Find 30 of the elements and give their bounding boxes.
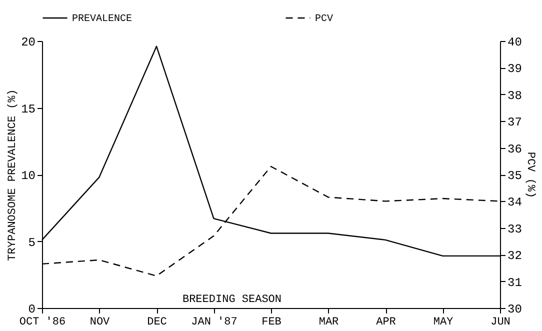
x-tick-label: FEB: [262, 316, 282, 328]
y-axis-title: TRYPANOSOME PREVALENCE (%): [7, 89, 20, 261]
y2-tick-label: 37: [508, 116, 522, 130]
y-tick-label: 10: [21, 169, 36, 183]
y2-tick-label: 40: [508, 36, 522, 50]
x-tick-label: JUN: [490, 316, 510, 328]
y2-axis-title: PCV (%): [524, 152, 536, 198]
annotation: BREEDING SEASON: [182, 294, 282, 306]
y2-tick-label: 34: [508, 196, 522, 210]
y2-tick-label: 32: [508, 249, 522, 264]
x-tick-label: MAY: [433, 316, 454, 328]
y-tick-label: 20: [21, 36, 36, 50]
y2-tick-label: 35: [508, 169, 522, 183]
y-tick-label: 0: [28, 302, 36, 316]
legend-label: PCV: [315, 14, 334, 25]
y2-tick-label: 36: [508, 142, 522, 156]
x-tick-label: NOV: [90, 316, 110, 328]
x-tick-label: OCT '86: [19, 316, 66, 328]
y2-tick-label: 39: [508, 62, 522, 76]
y-tick-label: 15: [21, 102, 36, 116]
x-tick-label: JAN '87: [191, 316, 238, 328]
legend-label: PREVALENCE: [72, 14, 132, 25]
y-tick-label: 5: [28, 236, 36, 250]
y2-tick-label: 30: [508, 302, 522, 316]
y2-tick-label: 31: [508, 276, 522, 290]
y2-tick-label: 38: [508, 88, 522, 103]
x-tick-label: DEC: [147, 316, 168, 328]
y2-tick-label: 33: [508, 222, 522, 236]
x-tick-label: MAR: [318, 316, 340, 328]
x-tick-label: APR: [376, 316, 396, 328]
